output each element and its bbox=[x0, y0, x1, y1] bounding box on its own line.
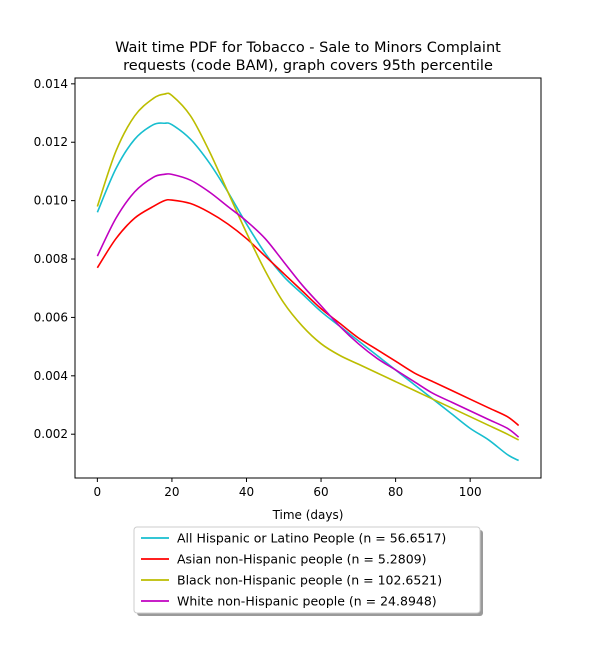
x-tick-label: 60 bbox=[313, 485, 328, 499]
x-tick-label: 0 bbox=[94, 485, 102, 499]
legend-box bbox=[133, 526, 481, 614]
y-tick-label: 0.012 bbox=[34, 135, 68, 149]
y-tick-label: 0.008 bbox=[34, 252, 68, 266]
x-tick-label: 40 bbox=[239, 485, 254, 499]
x-axis-label: Time (days) bbox=[272, 508, 344, 522]
x-tick-label: 80 bbox=[388, 485, 403, 499]
y-tick-label: 0.002 bbox=[34, 427, 68, 441]
x-tick-label: 100 bbox=[459, 485, 482, 499]
y-tick-label: 0.010 bbox=[34, 194, 68, 208]
plot-frame bbox=[74, 77, 542, 479]
plot-area bbox=[75, 78, 541, 478]
series-line-2 bbox=[96, 92, 519, 441]
y-axis-ticks: 0.002 0.004 0.006 0.008 0.010 0.012 0.014 bbox=[34, 77, 75, 441]
series-line-0 bbox=[96, 122, 519, 462]
legend-label-3: White non-Hispanic people (n = 24.8948) bbox=[177, 594, 437, 609]
legend: All Hispanic or Latino People (n = 56.65… bbox=[133, 526, 483, 616]
x-axis-ticks: 0 20 40 60 80 100 bbox=[94, 478, 482, 499]
x-tick-label: 20 bbox=[164, 485, 179, 499]
legend-label-1: Asian non-Hispanic people (n = 5.2809) bbox=[177, 552, 427, 567]
series-lines bbox=[96, 92, 520, 462]
y-tick-label: 0.004 bbox=[34, 369, 68, 383]
y-tick-label: 0.014 bbox=[34, 77, 68, 91]
series-line-1 bbox=[96, 198, 520, 427]
y-tick-label: 0.006 bbox=[34, 310, 68, 324]
series-line-3 bbox=[96, 172, 520, 438]
chart-title-line-2: requests (code BAM), graph covers 95th p… bbox=[123, 58, 493, 74]
legend-label-2: Black non-Hispanic people (n = 102.6521) bbox=[177, 573, 442, 588]
chart-title-line-1: Wait time PDF for Tobacco - Sale to Mino… bbox=[115, 40, 501, 56]
legend-label-0: All Hispanic or Latino People (n = 56.65… bbox=[177, 531, 446, 546]
